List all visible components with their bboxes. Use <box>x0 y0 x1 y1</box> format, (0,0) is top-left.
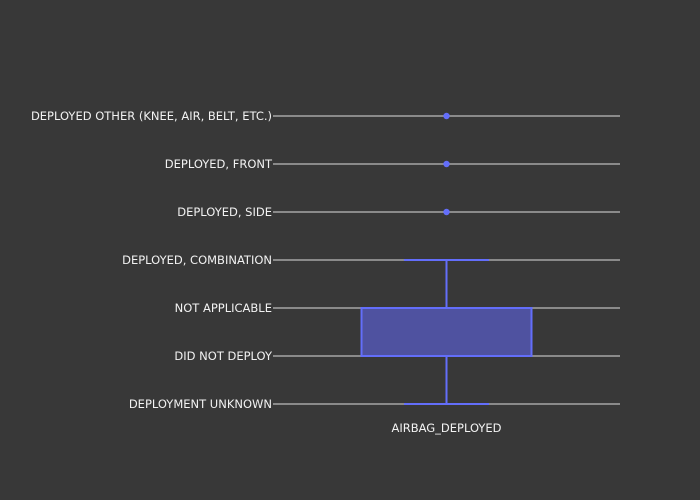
outlier-point[interactable] <box>443 112 450 120</box>
outlier-point[interactable] <box>443 160 450 168</box>
y-tick-label: DEPLOYED OTHER (KNEE, AIR, BELT, ETC.) <box>31 109 272 123</box>
iqr-box[interactable] <box>360 307 533 357</box>
outlier-point[interactable] <box>443 208 450 216</box>
y-tick-label: DEPLOYED, SIDE <box>177 205 272 219</box>
y-tick-labels: DEPLOYED OTHER (KNEE, AIR, BELT, ETC.) DE… <box>31 109 273 411</box>
y-tick-label: DEPLOYMENT UNKNOWN <box>129 397 272 411</box>
y-tick-label: DEPLOYED, COMBINATION <box>122 253 272 267</box>
x-tick-labels: AIRBAG_DEPLOYED <box>391 421 501 435</box>
y-tick-label: DID NOT DEPLOY <box>174 349 273 363</box>
box-trace <box>360 112 533 405</box>
x-tick-label: AIRBAG_DEPLOYED <box>391 421 501 435</box>
y-tick-label: NOT APPLICABLE <box>175 301 272 315</box>
y-tick-label: DEPLOYED, FRONT <box>165 157 273 171</box>
